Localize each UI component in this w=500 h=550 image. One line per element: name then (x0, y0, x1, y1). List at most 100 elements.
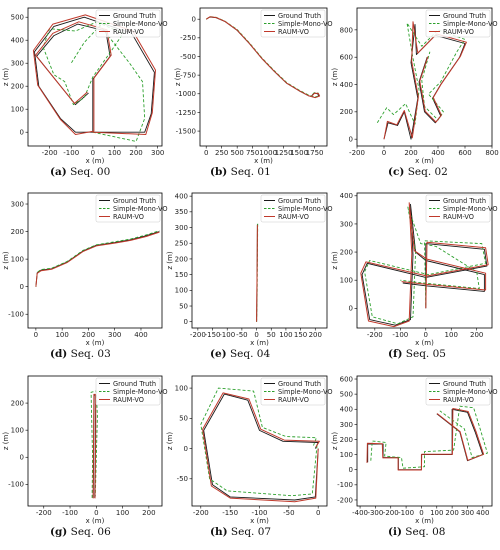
legend-box (95, 377, 161, 406)
series-line-gt (367, 408, 484, 471)
x-tick-label: 200 (404, 149, 417, 157)
x-tick-label: 0 (382, 149, 386, 157)
trajectory-chart: -200 -100 0 100 200 300 0 100 200 300 400 500 x (m) z… (2, 7, 168, 165)
series-line-gt (35, 231, 160, 287)
y-tick-label: -100 (8, 311, 24, 319)
plot-frame (356, 7, 493, 147)
trajectory-chart: -400 -300 -200 -100 0 100 200 300 400-200-100010… (331, 375, 498, 525)
x-tick-label: -100 (219, 331, 235, 339)
series-group (376, 21, 467, 140)
x-tick-label: 200 (82, 331, 95, 339)
x-axis-label: x (m) (415, 339, 434, 347)
series-group (200, 387, 320, 503)
y-tick-label: -1500 (176, 127, 196, 135)
chart-panel: -200 -100 0 100 200 300 0 100 200 300 400 500 x (m) z… (0, 0, 170, 168)
chart-panel: -200 -100 0 100 200 -100 0 100 200 x (m) z (m) Grou… (0, 368, 170, 528)
y-tick-label: 500 (340, 391, 353, 399)
x-axis-label: x (m) (415, 517, 434, 525)
chart-panel: 0 100 200 300 400 -100 0 100 200 300 x (m) z (m) Gro… (0, 185, 170, 350)
x-axis-label: x (m) (86, 339, 105, 347)
y-tick-label: 0 (349, 305, 353, 313)
plot-frame (27, 7, 163, 147)
y-tick-label: 800 (340, 26, 353, 34)
y-tick-label: 0 (349, 136, 353, 144)
y-tick-label: 400 (11, 37, 24, 45)
y-tick-label: 400 (340, 81, 353, 89)
legend-label: Simple-Mono-VO (113, 20, 168, 28)
series-group (205, 16, 321, 99)
series-line-gt (383, 23, 466, 140)
y-tick-label: 200 (340, 108, 353, 116)
x-axis-label: x (m) (250, 339, 269, 347)
panel-caption: (e) Seq. 04 (210, 348, 270, 360)
caption-label: (a) (50, 166, 67, 178)
y-tick-label: -200 (337, 496, 353, 504)
x-tick-label: -200 (193, 509, 209, 517)
x-tick-label: 0 (419, 509, 423, 517)
y-axis-label: z (m) (166, 251, 174, 269)
y-axis-label: z (m) (331, 251, 339, 269)
x-tick-label: -100 (62, 509, 78, 517)
trajectory-chart: -200 -150 -100 -50 0 -50 0 50 100 x (m) z (m) Groun… (166, 375, 333, 525)
x-axis-label: x (m) (86, 517, 105, 525)
x-tick-label: 1250 (275, 149, 293, 157)
x-tick-label: 100 (55, 331, 68, 339)
legend-label: Simple-Mono-VO (113, 388, 168, 396)
x-tick-label: 250 (215, 149, 228, 157)
legend-box (425, 194, 491, 223)
y-tick-label: 0 (20, 283, 24, 291)
series-group (256, 223, 259, 322)
panel-caption: (d) Seq. 03 (50, 348, 111, 360)
y-axis-label: z (m) (174, 68, 182, 86)
x-tick-label: -200 (190, 331, 206, 339)
panel-caption: (f) Seq. 05 (388, 348, 446, 360)
x-tick-label: -300 (367, 509, 383, 517)
y-tick-label: 200 (11, 83, 24, 91)
legend-label: Simple-Mono-VO (113, 205, 168, 213)
y-tick-label: 300 (11, 60, 24, 68)
plot-frame (191, 192, 328, 329)
series-line-raum (92, 393, 97, 499)
caption-text: Seq. 08 (405, 526, 446, 538)
y-tick-label: 100 (340, 277, 353, 285)
panel-caption: (c) Seq. 02 (388, 166, 448, 178)
x-tick-label: 0 (204, 149, 208, 157)
series-line-mono (90, 390, 98, 498)
y-tick-label: 100 (175, 384, 188, 392)
chart-panel: -200 -150 -100 -50 0 -50 0 50 100 x (m) z (m) Groun… (166, 368, 335, 528)
legend-label: RAUM-VO (113, 213, 144, 221)
legend-label: RAUM-VO (278, 396, 309, 404)
panel-caption: (g) Seq. 06 (50, 526, 111, 538)
legend-box (260, 377, 326, 406)
series-line-mono (364, 206, 487, 325)
y-tick-label: 400 (340, 406, 353, 414)
caption-label: (g) (50, 526, 68, 538)
legend-label: RAUM-VO (278, 213, 309, 221)
series-group (90, 390, 98, 499)
chart-panel: -200 0 200 400 600 800 0 200 400 600 800 x (m) z (m)… (331, 0, 500, 168)
y-tick-label: 0 (349, 466, 353, 474)
series-line-gt (34, 16, 155, 133)
trajectory-chart: -200 0 200 400 600 800 0 200 400 600 800 x (m) z (m)… (331, 7, 499, 165)
legend-label: Ground Truth (113, 380, 156, 388)
x-tick-label: 200 (142, 509, 155, 517)
legend-box (95, 194, 161, 223)
y-tick-label: -1000 (176, 90, 196, 98)
y-tick-label: 100 (11, 427, 24, 435)
x-tick-label: -50 (236, 331, 247, 339)
x-tick-label: -200 (349, 149, 365, 157)
x-tick-label: 100 (445, 331, 458, 339)
y-tick-label: 0 (20, 129, 24, 137)
caption-text: Seq. 01 (230, 166, 271, 178)
y-tick-label: -50 (177, 475, 188, 483)
y-tick-label: 300 (11, 200, 24, 208)
x-tick-label: 300 (108, 331, 121, 339)
x-axis-label: x (m) (254, 157, 273, 165)
y-tick-label: 200 (11, 228, 24, 236)
y-tick-label: 0 (184, 318, 188, 326)
y-tick-label: -500 (180, 53, 196, 61)
